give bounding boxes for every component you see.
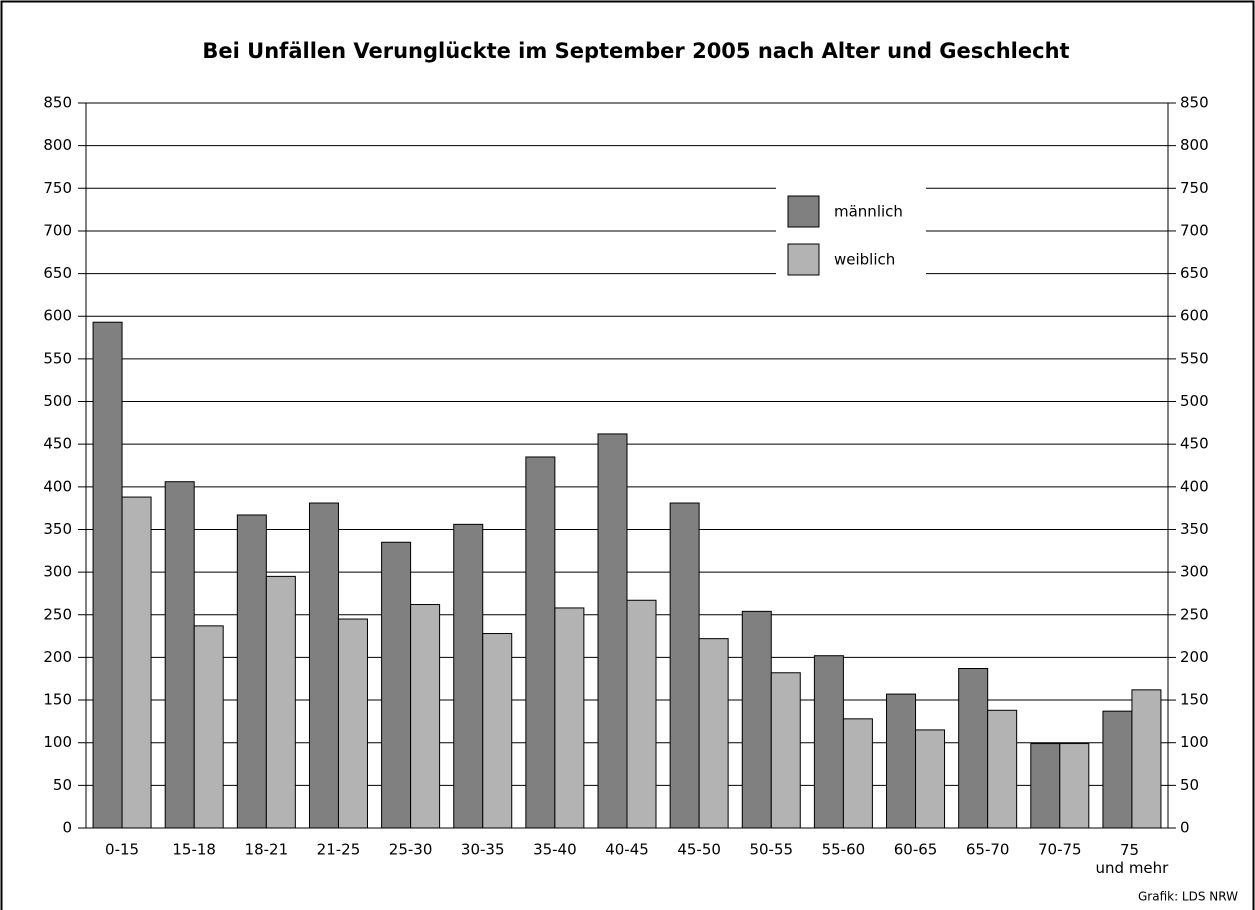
- y2-tick-label: 600: [1180, 307, 1209, 325]
- x-tick-label: 35-40: [533, 841, 577, 859]
- y2-tick-label: 50: [1180, 776, 1199, 794]
- y2-tick-label: 0: [1180, 819, 1190, 837]
- x-tick-label: 25-30: [389, 841, 433, 859]
- y2-tick-label: 150: [1180, 691, 1209, 709]
- bar: [265, 575, 296, 829]
- x-tick-label: 50-55: [749, 841, 793, 859]
- y2-tick-label: 850: [1180, 94, 1209, 112]
- y2-tick-label: 450: [1180, 435, 1209, 453]
- bar: [886, 693, 917, 829]
- y2-tick-label: 200: [1180, 648, 1209, 666]
- y2-tick-label: 800: [1180, 136, 1209, 154]
- y-tick-label: 350: [43, 520, 72, 538]
- y2-tick-label: 100: [1180, 733, 1209, 751]
- bar: [842, 718, 873, 829]
- bar: [525, 456, 556, 829]
- bar: [1059, 743, 1090, 829]
- y-tick-label: 0: [62, 819, 72, 837]
- bar: [193, 625, 224, 829]
- x-tick-label: 30-35: [461, 841, 505, 859]
- bar: [337, 618, 368, 829]
- y-tick-label: 200: [43, 648, 72, 666]
- bar: [669, 502, 700, 829]
- bar: [453, 523, 484, 829]
- bar: [698, 638, 729, 829]
- bar: [308, 502, 339, 829]
- y2-tick-label: 700: [1180, 221, 1209, 239]
- bar: [410, 604, 441, 829]
- legend-label: männlich: [834, 203, 903, 221]
- bar: [1030, 743, 1061, 829]
- y-tick-label: 500: [43, 392, 72, 410]
- x-tick-label: 60-65: [894, 841, 938, 859]
- bar: [554, 607, 585, 829]
- y2-tick-label: 500: [1180, 392, 1209, 410]
- legend-swatch: [787, 243, 820, 276]
- bar: [597, 433, 628, 829]
- source: Grafik: LDS NRW: [1138, 890, 1238, 904]
- x-tick-label: 40-45: [605, 841, 649, 859]
- y-tick-label: 750: [43, 179, 72, 197]
- y-tick-label: 100: [43, 733, 72, 751]
- y-tick-label: 250: [43, 605, 72, 623]
- legend-swatch: [787, 195, 820, 228]
- chart-title: Bei Unfällen Verunglückte im September 2…: [202, 39, 1069, 63]
- bar: [92, 321, 123, 829]
- y2-tick-label: 650: [1180, 264, 1209, 282]
- x-tick-label: 21-25: [317, 841, 361, 859]
- legend-label: weiblich: [834, 251, 895, 269]
- bar: [1102, 710, 1133, 829]
- bar: [770, 672, 801, 829]
- bar: [813, 655, 844, 829]
- y-tick-label: 50: [53, 776, 72, 794]
- bar: [987, 709, 1018, 829]
- x-tick-label: 45-50: [677, 841, 721, 859]
- y2-tick-label: 250: [1180, 605, 1209, 623]
- y-tick-label: 400: [43, 477, 72, 495]
- bar: [236, 514, 267, 829]
- x-tick-label: 75 und mehr: [1096, 841, 1170, 877]
- y-tick-label: 150: [43, 691, 72, 709]
- bar: [741, 610, 772, 829]
- bar: [915, 729, 946, 829]
- bar: [1131, 689, 1162, 829]
- bar: [164, 481, 195, 829]
- y-tick-label: 550: [43, 349, 72, 367]
- y-tick-label: 600: [43, 307, 72, 325]
- y-tick-label: 850: [43, 94, 72, 112]
- x-tick-label: 0-15: [105, 841, 139, 859]
- y2-tick-label: 400: [1180, 477, 1209, 495]
- x-tick-label: 18-21: [245, 841, 289, 859]
- bar: [121, 496, 152, 829]
- x-tick-label: 70-75: [1038, 841, 1082, 859]
- y2-tick-label: 550: [1180, 349, 1209, 367]
- y2-tick-label: 350: [1180, 520, 1209, 538]
- bar: [482, 633, 513, 829]
- x-tick-label: 55-60: [822, 841, 866, 859]
- y-tick-label: 700: [43, 221, 72, 239]
- x-tick-label: 65-70: [966, 841, 1010, 859]
- y-tick-label: 450: [43, 435, 72, 453]
- bar: [381, 541, 412, 829]
- x-tick-label: 15-18: [172, 841, 216, 859]
- y2-tick-label: 300: [1180, 563, 1209, 581]
- y-tick-label: 800: [43, 136, 72, 154]
- y2-tick-label: 750: [1180, 179, 1209, 197]
- bar: [958, 668, 989, 829]
- bar: [626, 599, 657, 829]
- y-tick-label: 300: [43, 563, 72, 581]
- y-tick-label: 650: [43, 264, 72, 282]
